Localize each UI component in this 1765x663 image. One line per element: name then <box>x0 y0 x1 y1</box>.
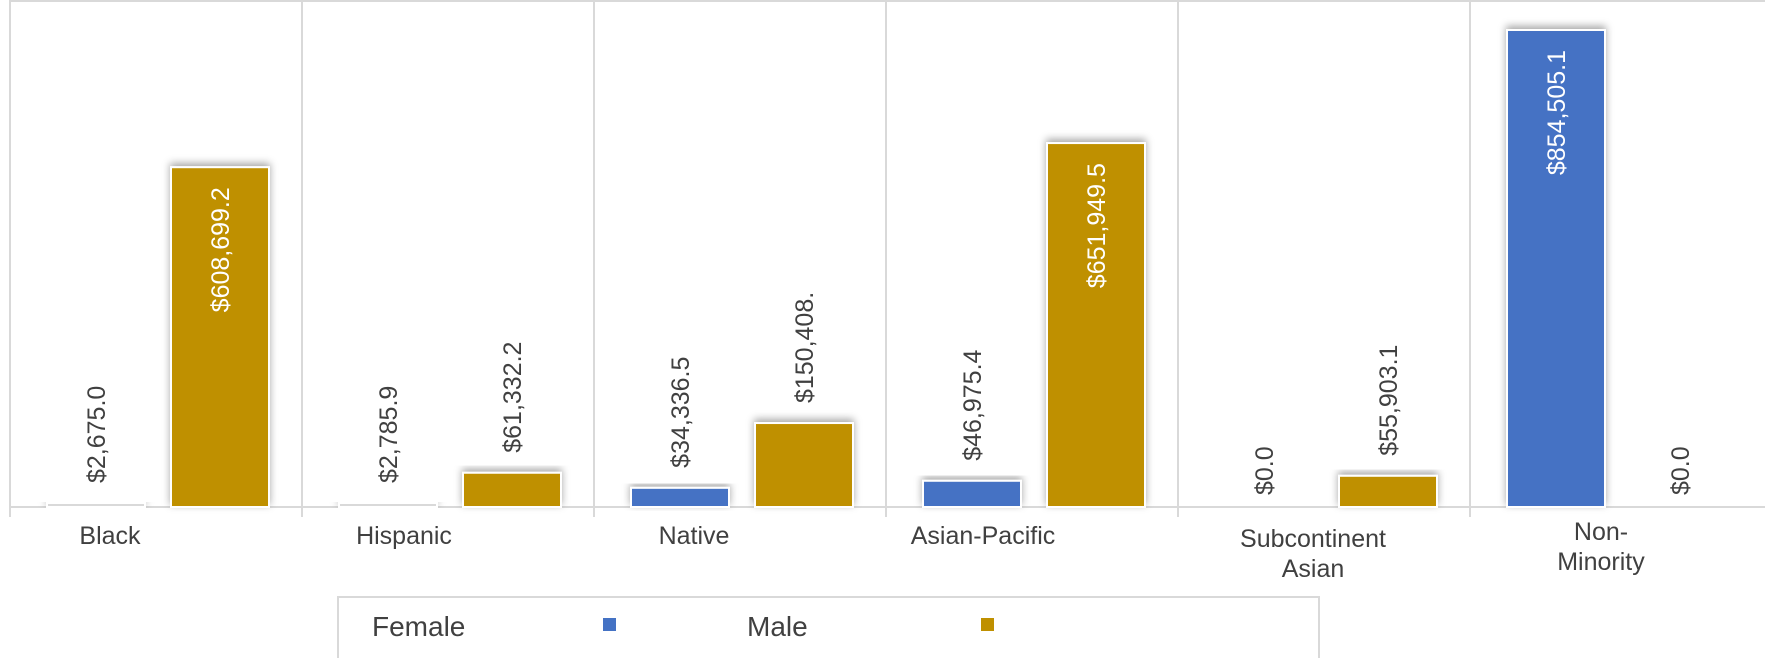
data-label-female: $854,505.1 <box>1543 50 1571 175</box>
data-label-female: $2,785.9 <box>375 386 403 483</box>
category-label: Native <box>659 522 730 550</box>
data-labels: $2,675.0 $2,785.9 $34,336.5 $46,975.4 $0.0 $8… <box>83 50 1695 495</box>
bars <box>46 29 1606 509</box>
legend-label-male: Male <box>747 611 808 642</box>
bar-female <box>46 502 146 508</box>
category-label: Asian <box>1282 555 1345 583</box>
bar-male <box>462 471 562 509</box>
bar-female <box>338 502 438 508</box>
category-labels: Black Hispanic Native Asian-Pacific Subconti… <box>79 518 1645 583</box>
bar-female <box>1506 29 1606 508</box>
bar-female <box>630 486 730 509</box>
grid-lines <box>9 0 1765 517</box>
data-label-female: $2,675.0 <box>83 386 111 483</box>
category-label: Asian-Pacific <box>911 522 1056 550</box>
legend: Female Male <box>337 596 1320 663</box>
legend-box <box>337 596 1320 663</box>
legend-swatch-female <box>603 618 616 631</box>
legend-label-female: Female <box>372 611 465 642</box>
data-label-male: $608,699.2 <box>207 187 235 312</box>
category-label: Hispanic <box>356 522 452 550</box>
category-label: Black <box>79 522 141 550</box>
data-label-male: $150,408. <box>791 292 819 403</box>
category-label: Minority <box>1557 548 1645 576</box>
legend-swatch-male <box>981 618 994 631</box>
bar-male <box>1338 474 1438 508</box>
data-label-female: $34,336.5 <box>667 357 695 468</box>
data-label-male: $61,332.2 <box>499 342 527 453</box>
data-label-female: $0.0 <box>1251 446 1279 495</box>
bar-female <box>922 479 1022 509</box>
bar-male <box>170 166 270 509</box>
data-label-male: $651,949.5 <box>1083 163 1111 288</box>
data-label-male: $55,903.1 <box>1375 345 1403 456</box>
category-label: Non- <box>1574 518 1628 546</box>
bar-male <box>1046 142 1146 508</box>
data-label-male: $0.0 <box>1667 446 1695 495</box>
data-label-female: $46,975.4 <box>959 349 987 460</box>
category-label: Subcontinent <box>1240 525 1386 553</box>
bar-male <box>754 422 854 509</box>
